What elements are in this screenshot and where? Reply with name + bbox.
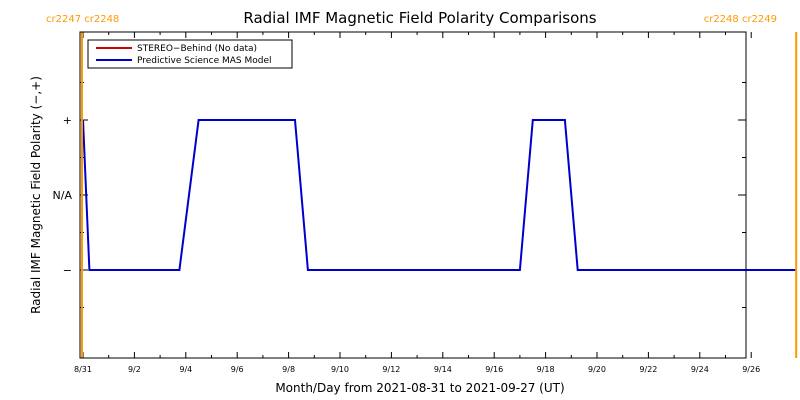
series-lines bbox=[82, 119, 797, 271]
marker-label-right: cr2248 cr2249 bbox=[704, 14, 777, 25]
y-tick-label: + bbox=[63, 114, 72, 127]
x-tick-label: 8/31 bbox=[74, 365, 92, 374]
x-tick-label: 9/6 bbox=[231, 365, 244, 374]
x-tick-label: 9/10 bbox=[331, 365, 349, 374]
axis-ticks: 8/31 9/2 9/4 9/6 9/8 9/10 9/12 9/14 9/16 9/18 9/20… bbox=[53, 32, 760, 374]
x-tick-label: 9/22 bbox=[639, 365, 657, 374]
x-tick-label: 9/18 bbox=[537, 365, 555, 374]
plot-frame bbox=[79, 31, 747, 359]
x-tick-label: 9/26 bbox=[742, 365, 760, 374]
x-tick-label: 9/24 bbox=[691, 365, 709, 374]
y-tick-label: N/A bbox=[53, 189, 73, 202]
legend-box bbox=[87, 39, 293, 69]
legend: STEREO−Behind (No data) Predictive Scien… bbox=[87, 39, 293, 69]
chart-title: Radial IMF Magnetic Field Polarity Compa… bbox=[243, 9, 596, 27]
rotation-markers bbox=[81, 32, 798, 358]
y-tick-label: − bbox=[63, 264, 72, 277]
x-tick-label: 9/20 bbox=[588, 365, 606, 374]
x-tick-label: 9/2 bbox=[128, 365, 141, 374]
x-tick-label: 9/14 bbox=[434, 365, 452, 374]
y-axis-label: Radial IMF Magnetic Field Polarity (−,+) bbox=[29, 76, 43, 314]
legend-label-stereo: STEREO−Behind (No data) bbox=[137, 44, 257, 54]
x-tick-label: 9/16 bbox=[485, 365, 503, 374]
x-tick-label: 9/12 bbox=[382, 365, 400, 374]
x-tick-label: 9/4 bbox=[179, 365, 192, 374]
x-axis-label: Month/Day from 2021-08-31 to 2021-09-27 … bbox=[275, 381, 564, 395]
series-line-1 bbox=[82, 119, 797, 271]
x-tick-label: 9/8 bbox=[282, 365, 295, 374]
marker-label-left: cr2247 cr2248 bbox=[46, 14, 119, 25]
legend-label-model: Predictive Science MAS Model bbox=[137, 56, 272, 66]
